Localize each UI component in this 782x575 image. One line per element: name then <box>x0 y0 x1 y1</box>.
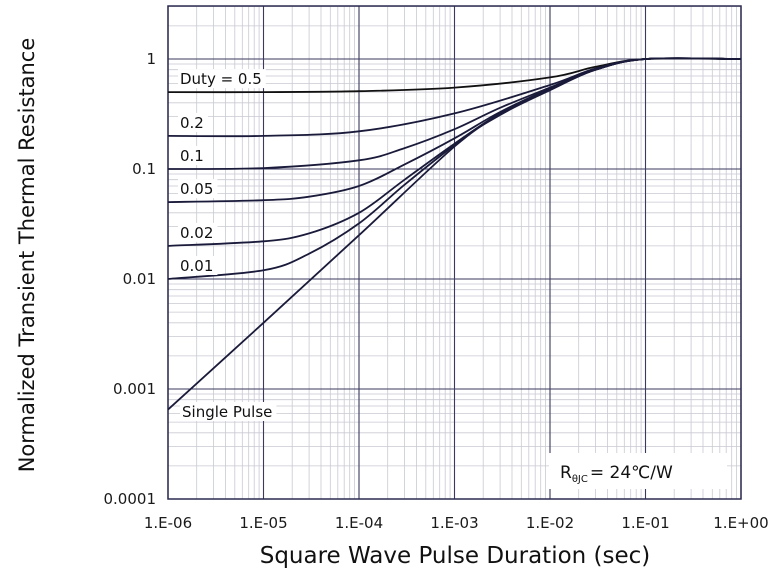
annotation-box: RθJC = 24℃/W <box>549 453 727 489</box>
series-label-background <box>178 256 218 275</box>
series-label: 0.1 <box>180 147 204 165</box>
y-tick-label: 0.0001 <box>104 490 157 508</box>
x-tick-label: 1.E-03 <box>430 514 478 532</box>
x-tick-label: 1.E-05 <box>239 514 287 532</box>
series-label: Single Pulse <box>182 403 272 421</box>
x-tick-label: 1.E+00 <box>713 514 768 532</box>
y-tick-label: 1 <box>146 50 156 68</box>
series-line <box>167 57 742 411</box>
x-axis-title: Square Wave Pulse Duration (sec) <box>260 543 651 569</box>
series-label-background <box>178 146 208 165</box>
curve-labels: Duty = 0.5 0.2 0.1 0.05 0.02 0.01 Single Pulse <box>178 69 277 421</box>
y-tick-label: 0.01 <box>123 270 156 288</box>
annotation-text: RθJC = 24℃/W <box>560 463 673 485</box>
x-tick-label: 1.E-02 <box>526 514 574 532</box>
y-tick-label: 0.001 <box>113 380 156 398</box>
series-label: 0.05 <box>180 180 213 198</box>
series-label: 0.02 <box>180 224 213 242</box>
y-tick-labels: 1 0.1 0.01 0.001 0.0001 <box>104 50 157 508</box>
series-label: 0.2 <box>180 114 204 132</box>
y-axis-title: Normalized Transient Thermal Resistance <box>15 38 39 473</box>
annotation-subscript: θJC <box>572 474 588 485</box>
annotation-prefix: R <box>560 463 572 483</box>
x-tick-labels: 1.E-06 1.E-05 1.E-04 1.E-03 1.E-02 1.E-01 1.E+… <box>144 514 769 532</box>
series-label-background <box>178 222 218 242</box>
series-label-background <box>178 112 208 132</box>
x-tick-label: 1.E-06 <box>144 514 192 532</box>
x-tick-label: 1.E-01 <box>621 514 669 532</box>
series-label: Duty = 0.5 <box>180 70 262 88</box>
series-label: 0.01 <box>180 257 213 275</box>
annotation-suffix: = 24℃/W <box>590 463 673 483</box>
series-label-background <box>178 179 218 199</box>
series-label-background <box>180 402 277 421</box>
y-tick-label: 0.1 <box>132 160 156 178</box>
series-layer <box>167 57 742 411</box>
plot-frame <box>167 5 742 500</box>
series-label-background <box>178 69 266 89</box>
x-tick-label: 1.E-04 <box>335 514 383 532</box>
